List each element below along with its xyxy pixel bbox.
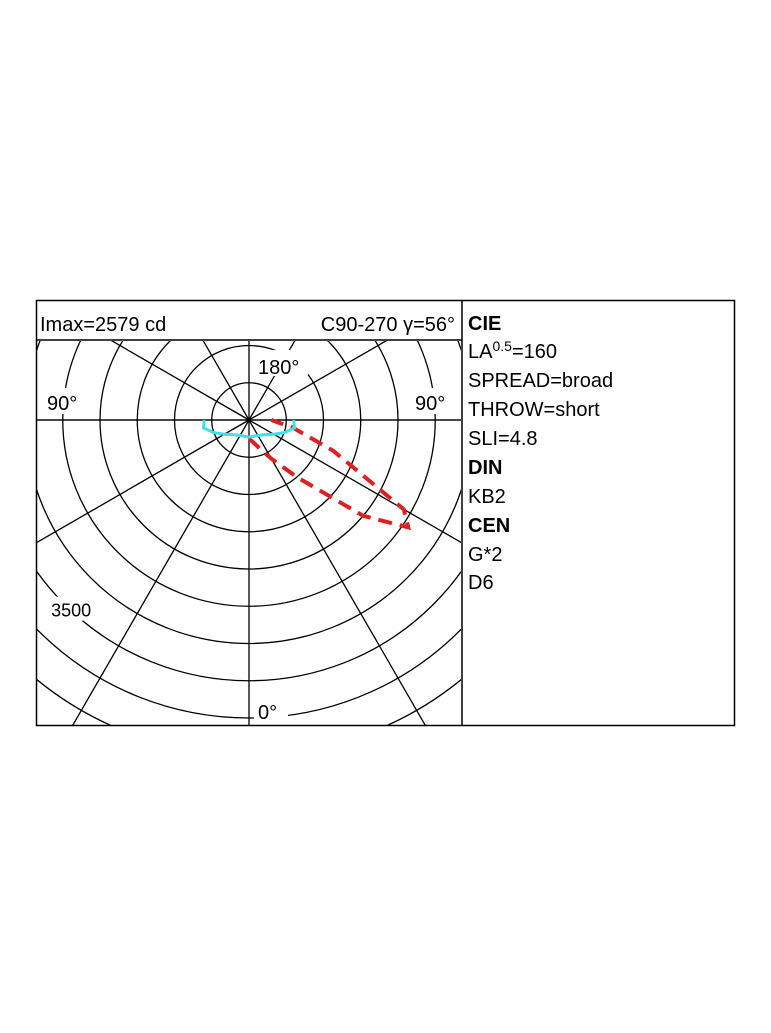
info-panel: CIE LA0.5=160 SPREAD=broad THROW=short S… (468, 313, 613, 594)
info-line: D6 (468, 572, 494, 594)
grid-ray (248, 419, 426, 725)
r-tick-label: 3500 (51, 601, 91, 621)
info-line: LA0.5=160 (468, 338, 557, 363)
angle-label: 90° (47, 393, 77, 415)
grid-ray (248, 419, 461, 544)
info-line: G*2 (468, 544, 502, 566)
info-heading: DIN (468, 457, 502, 479)
grid-ray (37, 419, 250, 544)
info-sup: 0.5 (492, 338, 512, 354)
intensity-curve (247, 418, 412, 531)
info-line: SPREAD=broad (468, 370, 613, 392)
info-heading: CEN (468, 515, 510, 537)
angle-label: 0° (258, 702, 277, 724)
info-text: =160 (512, 341, 557, 363)
grid-ray (202, 341, 250, 421)
info-heading: CIE (468, 313, 501, 335)
label-bg (43, 596, 100, 621)
grid-ray (110, 341, 250, 421)
label-bg (254, 698, 288, 724)
frame (35, 299, 736, 727)
angle-labels: 180° 90° 90° 0° (44, 350, 458, 724)
info-text: LA (468, 341, 493, 363)
info-line: THROW=short (468, 399, 600, 421)
angle-label: 90° (415, 393, 445, 415)
imax: Imax=2579 cd (40, 314, 166, 336)
label-bg (254, 350, 308, 376)
intensity-curve (201, 419, 297, 439)
info-line: KB2 (468, 486, 506, 508)
angle-label: 180° (258, 357, 299, 379)
info-line: SLI=4.8 (468, 428, 538, 450)
label-bg (44, 388, 90, 414)
label-bg (412, 388, 458, 414)
gamma: C90-270 γ=56° (321, 314, 455, 336)
grid-ray (248, 341, 388, 421)
grid-ray (72, 419, 250, 725)
